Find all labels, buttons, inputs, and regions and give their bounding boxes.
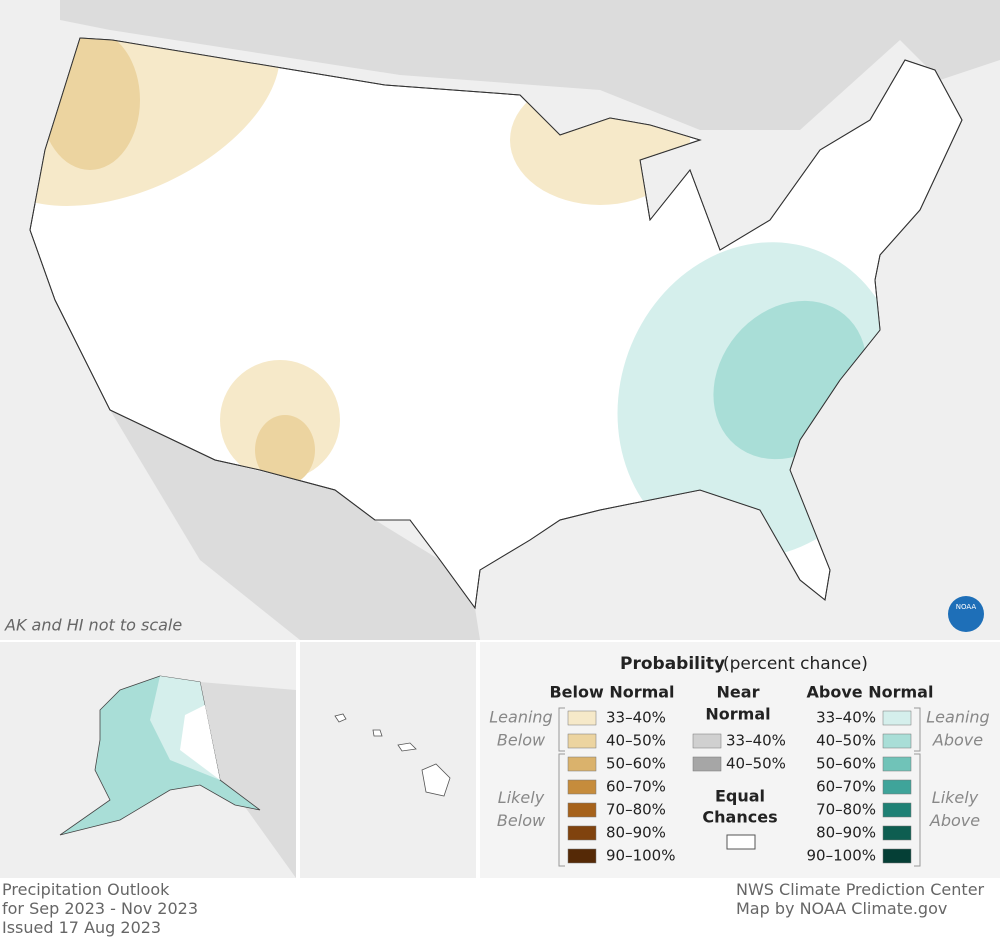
likely-label: Likely	[932, 788, 979, 807]
bracket	[558, 753, 565, 867]
equal-header: Chances	[702, 808, 777, 827]
bracket	[914, 753, 921, 867]
range-label: 70–80%	[816, 801, 876, 819]
swatch	[567, 733, 597, 749]
region-below-40	[255, 415, 315, 485]
above-header: Above Normal	[807, 683, 934, 702]
range-label: 33–40%	[606, 709, 666, 727]
near-header: Near	[717, 683, 760, 702]
footer-line: NWS Climate Prediction Center	[736, 880, 985, 899]
canada-inset	[200, 682, 296, 878]
range-label: 60–70%	[606, 778, 666, 796]
mexico	[110, 410, 480, 640]
legend-subtitle: (percent chance)	[723, 654, 868, 674]
bracket	[558, 707, 565, 752]
near-header: Normal	[705, 705, 770, 724]
range-label: 80–90%	[816, 824, 876, 842]
range-label: 50–60%	[816, 755, 876, 773]
swatch	[567, 779, 597, 795]
likely-label: Likely	[498, 788, 545, 807]
swatch	[567, 848, 597, 864]
footer-line: Precipitation Outlook	[2, 880, 170, 899]
range-label: 60–70%	[816, 778, 876, 796]
range-label: 80–90%	[606, 824, 666, 842]
range-label: 33–40%	[726, 732, 786, 750]
footer-line: for Sep 2023 - Nov 2023	[2, 899, 199, 918]
leaning-label: Leaning	[489, 708, 552, 727]
canada	[60, 0, 1000, 130]
range-label: 70–80%	[606, 801, 666, 819]
range-label: 90–100%	[606, 847, 675, 865]
range-label: 50–60%	[606, 755, 666, 773]
footer-line: Map by NOAA Climate.gov	[736, 899, 948, 918]
conus-border	[29, 37, 963, 610]
footer-left: Precipitation Outlook for Sep 2023 - Nov…	[2, 880, 198, 937]
swatch	[882, 802, 912, 818]
range-label: 33–40%	[816, 709, 876, 727]
legend: Probability(percent chance) Below Normal A…	[489, 654, 990, 867]
legend-title: Probability	[620, 654, 725, 674]
noaa-logo	[948, 596, 984, 632]
swatch	[692, 756, 722, 772]
alaska-ec	[180, 705, 220, 780]
footer-right: NWS Climate Prediction Center Map by NOA…	[736, 880, 984, 918]
hawaii	[334, 713, 451, 797]
range-label: 40–50%	[606, 732, 666, 750]
leaning-label: Below	[497, 731, 546, 750]
scale-note: AK and HI not to scale	[4, 616, 182, 635]
leaning-label: Leaning	[926, 708, 989, 727]
swatch	[882, 756, 912, 772]
swatch	[882, 825, 912, 841]
footer-line: Issued 17 Aug 2023	[2, 918, 162, 937]
swatch	[567, 825, 597, 841]
likely-label: Above	[929, 811, 980, 830]
noaa-logo-text: NOAA	[956, 603, 977, 611]
swatch	[692, 733, 722, 749]
equal-header: Equal	[715, 787, 765, 806]
bracket	[914, 707, 921, 752]
map-panel: AK and HI not to scale NOAA Probability(…	[0, 0, 1000, 878]
swatch	[882, 710, 912, 726]
below-header: Below Normal	[549, 683, 674, 702]
swatch	[567, 802, 597, 818]
swatch	[882, 848, 912, 864]
swatch	[567, 710, 597, 726]
swatch	[882, 779, 912, 795]
likely-label: Below	[497, 811, 546, 830]
leaning-label: Above	[932, 731, 983, 750]
swatch	[882, 733, 912, 749]
range-label: 90–100%	[807, 847, 876, 865]
range-label: 40–50%	[816, 732, 876, 750]
range-label: 40–50%	[726, 755, 786, 773]
equal-swatch	[726, 834, 756, 850]
swatch	[567, 756, 597, 772]
hawaii-inset	[300, 642, 476, 878]
